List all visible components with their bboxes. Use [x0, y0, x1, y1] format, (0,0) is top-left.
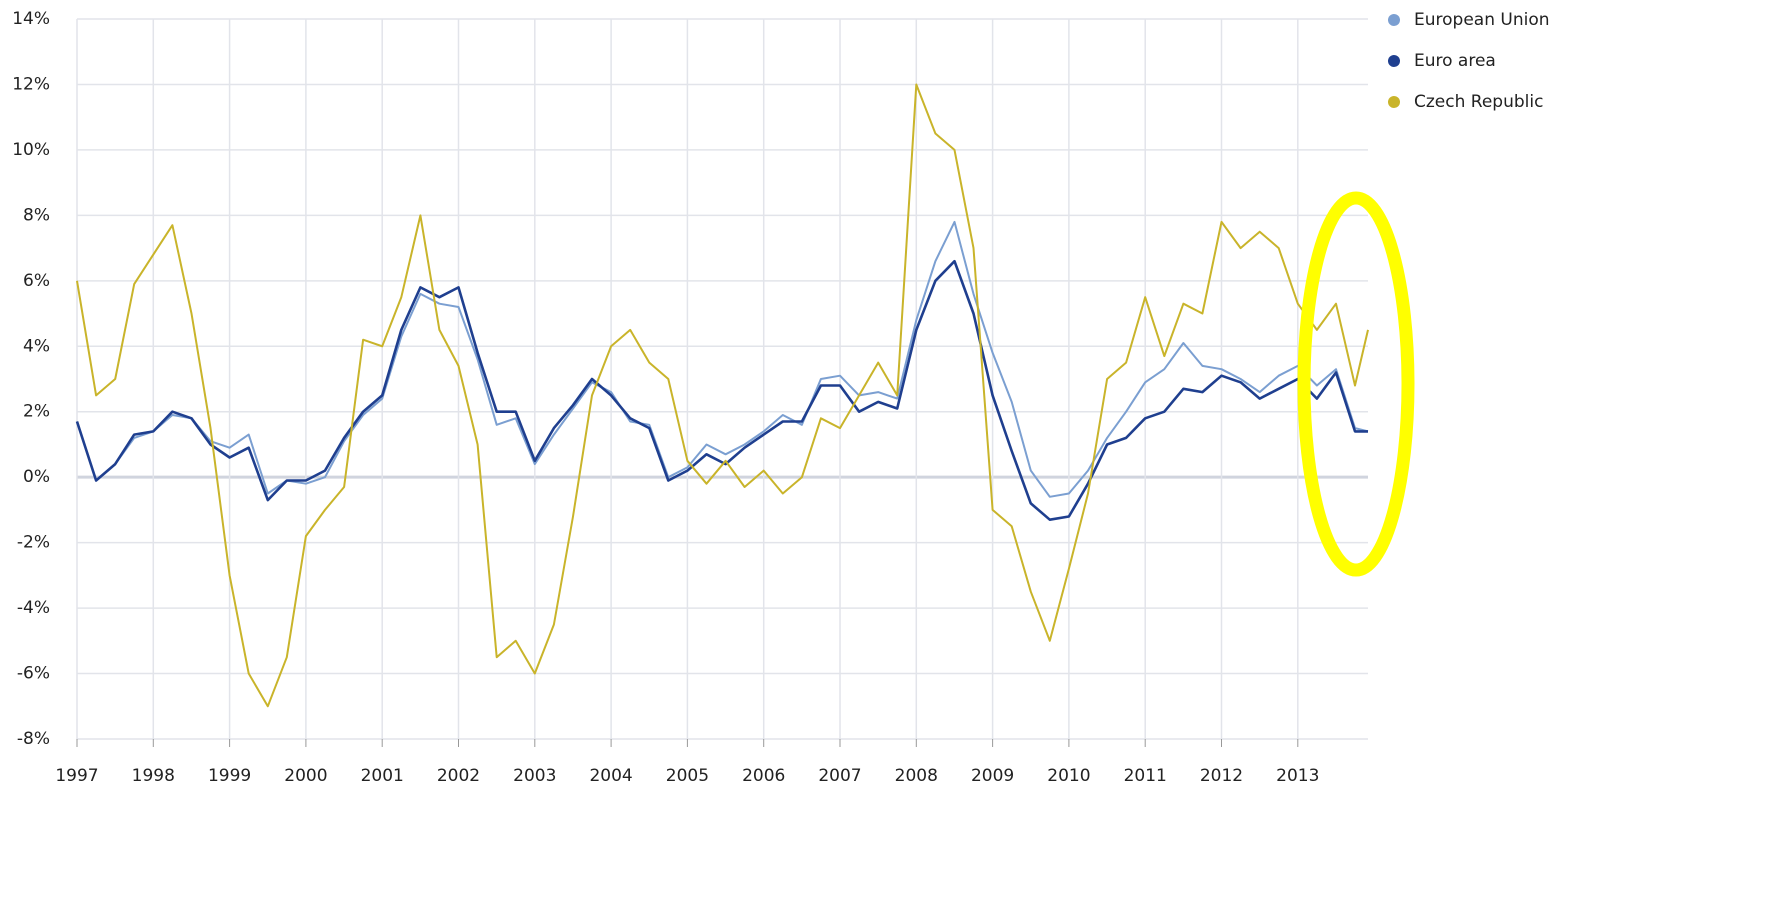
x-tick-label: 2007: [818, 766, 861, 786]
x-tick-label: 2010: [1047, 766, 1090, 786]
x-tick-label: 1998: [132, 766, 175, 786]
highlight-ellipse: [1297, 191, 1415, 577]
y-tick-label: 12%: [12, 74, 50, 94]
x-tick-label: 2011: [1124, 766, 1167, 786]
series-line: [76, 83, 1369, 708]
series-line: [76, 220, 1369, 498]
x-tick-label: 2009: [971, 766, 1014, 786]
legend-marker: [1388, 14, 1400, 26]
x-tick-label: 1997: [55, 766, 98, 786]
x-tick-label: 2008: [895, 766, 938, 786]
legend-label: European Union: [1414, 10, 1550, 30]
x-tick-label: 2013: [1276, 766, 1319, 786]
x-tick-label: 2000: [284, 766, 327, 786]
legend-label: Euro area: [1414, 51, 1496, 71]
x-tick-label: 2002: [437, 766, 480, 786]
y-tick-label: 8%: [23, 205, 50, 225]
y-tick-label: 6%: [23, 271, 50, 291]
x-tick-label: 2003: [513, 766, 556, 786]
legend-marker: [1388, 96, 1400, 108]
y-tick-label: -6%: [17, 664, 50, 684]
x-tick-label: 2012: [1200, 766, 1243, 786]
y-tick-label: -4%: [17, 598, 50, 618]
y-tick-label: 10%: [12, 140, 50, 160]
legend-marker: [1388, 55, 1400, 67]
x-tick-label: 2005: [666, 766, 709, 786]
series-line: [75, 259, 1368, 521]
y-tick-label: 0%: [23, 467, 50, 487]
x-tick-label: 1999: [208, 766, 251, 786]
y-tick-label: 14%: [12, 9, 50, 29]
y-tick-label: -2%: [17, 533, 50, 553]
x-tick-label: 2001: [361, 766, 404, 786]
legend-label: Czech Republic: [1414, 92, 1543, 112]
y-tick-label: 4%: [23, 336, 50, 356]
y-tick-label: 2%: [23, 402, 50, 422]
y-tick-label: -8%: [17, 729, 50, 749]
x-tick-label: 2004: [589, 766, 632, 786]
x-tick-label: 2006: [742, 766, 785, 786]
